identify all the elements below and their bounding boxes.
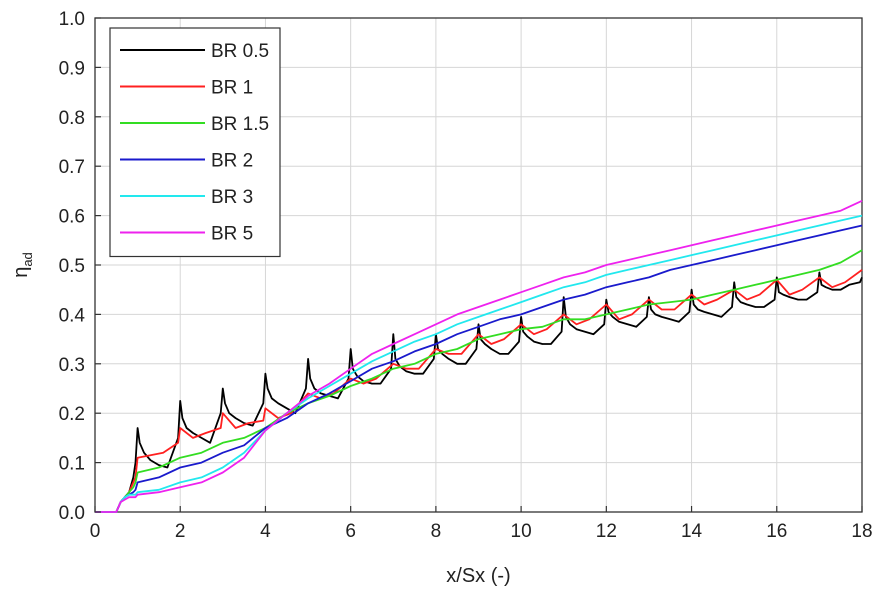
series-line-0 [95,271,863,513]
x-tick-label: 4 [260,521,271,542]
series-line-3 [95,224,863,513]
series-line-4 [95,214,863,513]
x-tick-label: 10 [511,521,532,542]
legend-box [109,27,281,258]
x-axis-title: x/Sx (-) [446,565,510,587]
y-tick-label: 0.7 [59,157,85,178]
y-tick-label: 0.9 [59,58,85,79]
x-tick-label: 18 [851,521,872,542]
y-tick-label: 0.0 [59,503,85,524]
legend-label: BR 2 [211,151,253,172]
y-tick-label: 0.8 [59,108,85,129]
x-tick-label: 12 [596,521,617,542]
x-tick-label: 6 [345,521,356,542]
legend-label: BR 0.5 [211,41,269,62]
legend-label: BR 5 [211,224,253,245]
legend: BR 0.5 BR 1 BR 1.5 BR 2 BR 3 BR 5 [109,27,281,258]
series-lines [95,199,863,513]
y-axis-title: ηad [10,252,35,278]
x-tick-label: 0 [90,521,101,542]
y-tick-label: 0.3 [59,355,85,376]
y-axis-title-main: η [10,267,32,278]
x-tick-label: 14 [681,521,703,542]
legend-label: BR 3 [211,187,253,208]
x-tick-label: 8 [431,521,442,542]
axis-ticks: 0 2 4 6 8 10 12 14 16 18 0.0 0.1 0.2 0.3 0.4 0.5 0.6 0.7 0… [59,9,873,542]
y-tick-label: 0.6 [59,207,85,228]
x-tick-label: 16 [766,521,787,542]
x-tick-label: 2 [175,521,186,542]
y-tick-label: 0.2 [59,404,85,425]
y-axis-title-subscript: ad [20,252,35,266]
legend-label: BR 1 [211,78,253,99]
y-tick-label: 0.1 [59,454,85,475]
y-tick-label: 0.4 [59,305,86,326]
series-line-5 [95,199,863,513]
legend-label: BR 1.5 [211,114,269,135]
y-tick-label: 0.5 [59,256,85,277]
y-tick-label: 1.0 [59,9,85,30]
series-line-2 [95,249,863,513]
